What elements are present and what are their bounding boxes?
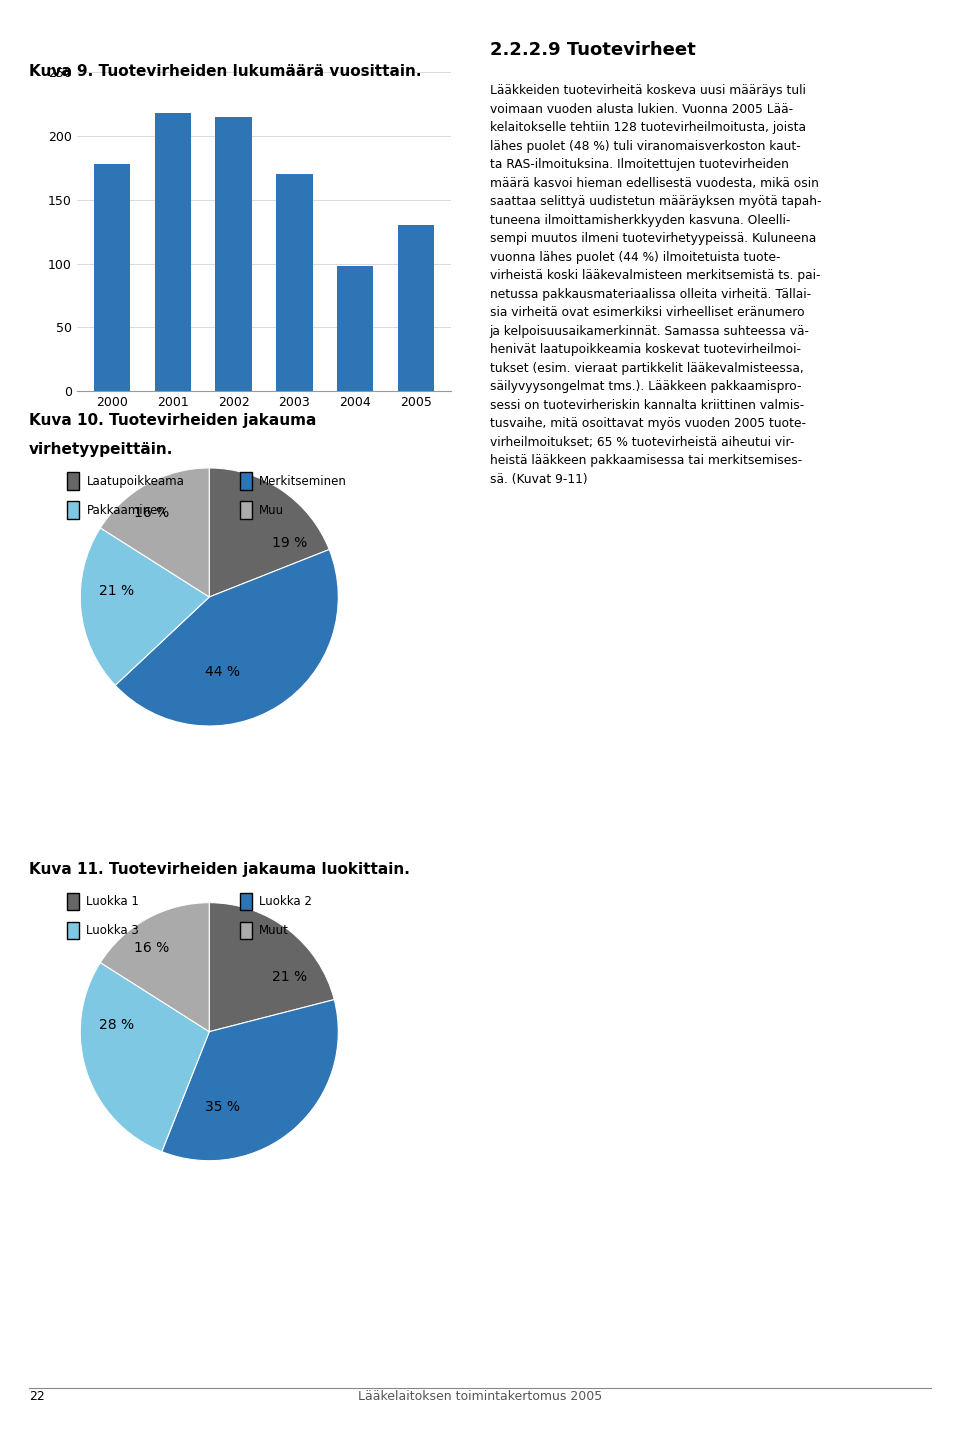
- Text: Merkitseminen: Merkitseminen: [259, 475, 348, 487]
- Text: Luokka 3: Luokka 3: [86, 924, 139, 936]
- Wedge shape: [162, 1000, 338, 1161]
- Text: 44 %: 44 %: [204, 665, 240, 678]
- Text: Muu: Muu: [259, 504, 284, 516]
- Text: 19 %: 19 %: [272, 536, 307, 549]
- Text: Luokka 2: Luokka 2: [259, 895, 312, 907]
- Text: Laatupoikkeama: Laatupoikkeama: [86, 475, 184, 487]
- Bar: [337, 267, 373, 391]
- Text: 28 %: 28 %: [99, 1019, 134, 1032]
- Text: Kuva 10. Tuotevirheiden jakauma: Kuva 10. Tuotevirheiden jakauma: [29, 413, 316, 427]
- Bar: [276, 174, 313, 391]
- Text: 2.2.2.9 Tuotevirheet: 2.2.2.9 Tuotevirheet: [490, 41, 695, 58]
- Bar: [397, 226, 434, 391]
- Text: Lääkelaitoksen toimintakertomus 2005: Lääkelaitoksen toimintakertomus 2005: [358, 1390, 602, 1403]
- Text: 16 %: 16 %: [133, 506, 169, 520]
- Wedge shape: [209, 468, 329, 597]
- Text: Pakkaaminen: Pakkaaminen: [86, 504, 165, 516]
- Text: virhetyypeittäin.: virhetyypeittäin.: [29, 442, 173, 456]
- Text: Luokka 1: Luokka 1: [86, 895, 139, 907]
- Text: 21 %: 21 %: [99, 584, 134, 597]
- Text: 16 %: 16 %: [133, 940, 169, 955]
- Wedge shape: [101, 468, 209, 597]
- Text: Kuva 11. Tuotevirheiden jakauma luokittain.: Kuva 11. Tuotevirheiden jakauma luokitta…: [29, 862, 410, 877]
- Text: 21 %: 21 %: [272, 971, 307, 984]
- Wedge shape: [209, 903, 334, 1032]
- Bar: [94, 164, 131, 391]
- Text: 35 %: 35 %: [204, 1100, 240, 1113]
- Text: 22: 22: [29, 1390, 44, 1403]
- Wedge shape: [101, 903, 209, 1032]
- Text: Lääkkeiden tuotevirheitä koskeva uusi määräys tuli
voimaan vuoden alusta lukien.: Lääkkeiden tuotevirheitä koskeva uusi mä…: [490, 84, 821, 485]
- Text: Muut: Muut: [259, 924, 289, 936]
- Bar: [155, 113, 191, 391]
- Bar: [215, 117, 252, 391]
- Wedge shape: [81, 527, 209, 685]
- Text: Kuva 9. Tuotevirheiden lukumäärä vuosittain.: Kuva 9. Tuotevirheiden lukumäärä vuositt…: [29, 64, 421, 78]
- Wedge shape: [81, 962, 209, 1152]
- Wedge shape: [115, 549, 338, 726]
